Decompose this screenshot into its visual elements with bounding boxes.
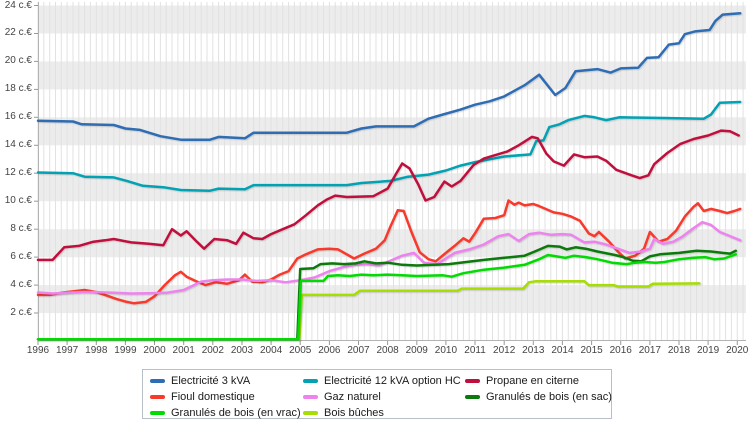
legend-item-granules-sac: Granulés de bois (en sac) [465, 390, 612, 404]
grid-band [38, 117, 746, 146]
legend-item-electricite-3kva: Electricité 3 kVA [150, 374, 250, 388]
y-axis-label: 4 c.€ [10, 279, 32, 291]
y-axis-label: 22 c.€ [4, 27, 32, 39]
x-axis-label: 2011 [464, 345, 486, 356]
y-axis-label: 18 c.€ [4, 83, 32, 95]
y-axis: 2 c.€ 4 c.€ 6 c.€ 8 c.€ 10 c.€ 12 c.€ 14 c.€ 16… [0, 0, 34, 341]
x-axis-label: 2020 [726, 345, 749, 356]
series-line-electricite-12kva-hc [36, 100, 742, 192]
x-axis-label: 2007 [347, 345, 370, 356]
legend-label: Bois bûches [324, 406, 384, 419]
x-axis-label: 2003 [230, 345, 254, 356]
legend-item-fioul-domestique: Fioul domestique [150, 390, 255, 404]
plot-area [34, 2, 746, 345]
legend-item-granules-vrac: Granulés de bois (en vrac) [150, 406, 301, 420]
series-line-electricite-3kva [36, 11, 742, 141]
x-axis-label: 1998 [85, 345, 108, 356]
series-line-granules-sac [36, 244, 738, 341]
x-axis-label: 1997 [56, 345, 79, 356]
y-axis-label: 8 c.€ [10, 223, 32, 235]
legend-item-propane-citerne: Propane en citerne [465, 374, 579, 388]
x-axis-label: 2016 [609, 345, 632, 356]
legend-item-electricite-12kva-hc: Electricité 12 kVA option HC [303, 374, 461, 388]
x-axis-label: 2009 [405, 345, 428, 356]
series-line-bois-buches [298, 279, 701, 341]
y-axis-label: 12 c.€ [4, 167, 32, 179]
legend-label: Electricité 12 kVA option HC [324, 374, 461, 387]
legend-label: Gaz naturel [324, 390, 381, 403]
x-axis-label: 1999 [114, 345, 137, 356]
legend-item-gaz-naturel: Gaz naturel [303, 390, 381, 404]
x-axis: 1996 1997 1998 1999 2000 2001 2002 2003 2004 2005… [27, 345, 749, 359]
grid-band [38, 5, 746, 34]
x-axis-label: 2018 [667, 345, 691, 356]
legend-swatch-gaz-naturel [303, 395, 318, 399]
grid-band [38, 285, 746, 314]
x-axis-label: 2017 [638, 345, 661, 356]
y-axis-label: 24 c.€ [4, 0, 32, 11]
legend-swatch-electricite-3kva [150, 379, 165, 383]
y-axis-label: 6 c.€ [10, 251, 32, 263]
grid-band [38, 61, 746, 90]
series-line-propane-citerne [36, 129, 740, 262]
y-axis-label: 20 c.€ [4, 55, 32, 67]
x-axis-label: 2014 [551, 345, 574, 356]
x-axis-label: 2019 [696, 345, 720, 356]
x-axis-label: 2006 [318, 345, 341, 356]
x-axis-label: 2013 [522, 345, 545, 356]
legend-swatch-fioul-domestique [150, 395, 165, 399]
x-axis-label: 2000 [143, 345, 166, 356]
x-axis-label: 2002 [201, 345, 224, 356]
legend-label: Propane en citerne [486, 374, 579, 387]
legend-swatch-propane-citerne [465, 379, 480, 383]
chart-canvas [34, 2, 746, 345]
legend-swatch-granules-vrac [150, 411, 165, 415]
legend-swatch-bois-buches [303, 411, 318, 415]
y-axis-label: 16 c.€ [4, 111, 32, 123]
x-axis-label: 2015 [580, 345, 603, 356]
x-axis-label: 2012 [493, 345, 516, 356]
y-axis-label: 10 c.€ [4, 195, 32, 207]
legend-label: Granulés de bois (en sac) [486, 390, 612, 403]
x-axis-label: 2001 [172, 345, 195, 356]
chart-legend: Electricité 3 kVA Electricité 12 kVA opt… [142, 369, 612, 419]
y-axis-label: 2 c.€ [10, 307, 32, 319]
legend-swatch-granules-sac [465, 395, 480, 399]
x-axis-label: 2008 [376, 345, 399, 356]
legend-item-bois-buches: Bois bûches [303, 406, 384, 420]
legend-label: Fioul domestique [171, 390, 255, 403]
x-axis-label: 2010 [434, 345, 458, 356]
legend-label: Granulés de bois (en vrac) [171, 406, 301, 419]
x-axis-label: 2005 [289, 345, 312, 356]
x-axis-label: 2004 [259, 345, 283, 356]
x-axis-label: 1996 [26, 345, 50, 356]
y-axis-label: 14 c.€ [4, 139, 32, 151]
legend-label: Electricité 3 kVA [171, 374, 251, 387]
legend-swatch-electricite-12kva-hc [303, 379, 318, 383]
series-line-granules-vrac [36, 253, 738, 341]
